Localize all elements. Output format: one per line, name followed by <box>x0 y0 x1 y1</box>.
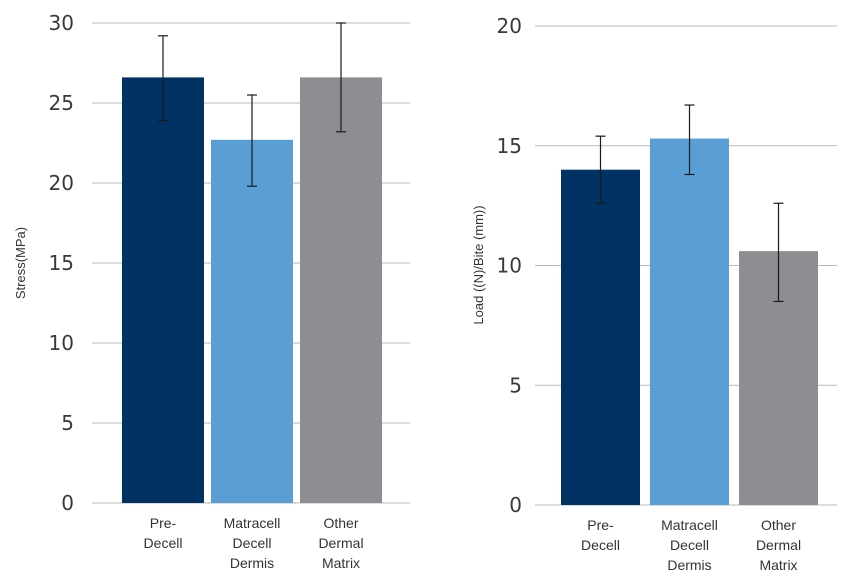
x-category-label: Matracell <box>661 517 718 533</box>
x-category-label: Matracell <box>224 515 281 531</box>
bar <box>650 138 729 505</box>
x-category-label: Dermal <box>318 535 363 551</box>
y-tick-label: 15 <box>49 251 74 275</box>
x-category-label: Decell <box>581 537 620 553</box>
x-category-label: Matrix <box>322 555 360 571</box>
y-axis-label: Load ((N)/Bite (mm)) <box>471 205 486 324</box>
y-tick-label: 5 <box>509 373 522 397</box>
y-tick-label: 0 <box>509 493 522 517</box>
bar <box>561 169 640 505</box>
y-tick-label: 0 <box>61 491 74 515</box>
y-axis-label: Stress(MPa) <box>13 227 28 299</box>
x-category-label: Other <box>323 515 358 531</box>
y-tick-label: 30 <box>49 11 74 35</box>
x-category-label: Matrix <box>759 557 797 573</box>
y-tick-label: 20 <box>49 171 74 195</box>
y-tick-label: 15 <box>497 134 522 158</box>
bar <box>211 139 293 504</box>
x-category-label: Decell <box>670 537 709 553</box>
x-category-label: Decell <box>233 535 272 551</box>
bar <box>300 77 382 504</box>
x-category-label: Other <box>761 517 796 533</box>
y-tick-label: 25 <box>49 91 74 115</box>
x-category-label: Dermal <box>756 537 801 553</box>
y-tick-label: 10 <box>49 331 74 355</box>
y-tick-label: 10 <box>497 254 522 278</box>
x-category-label: Dermis <box>230 555 274 571</box>
y-tick-label: 5 <box>61 411 74 435</box>
y-tick-label: 20 <box>497 14 522 38</box>
bar <box>122 77 204 504</box>
x-category-label: Dermis <box>667 557 711 573</box>
x-category-label: Decell <box>144 535 183 551</box>
x-category-label: Pre- <box>150 515 177 531</box>
x-category-label: Pre- <box>587 517 614 533</box>
